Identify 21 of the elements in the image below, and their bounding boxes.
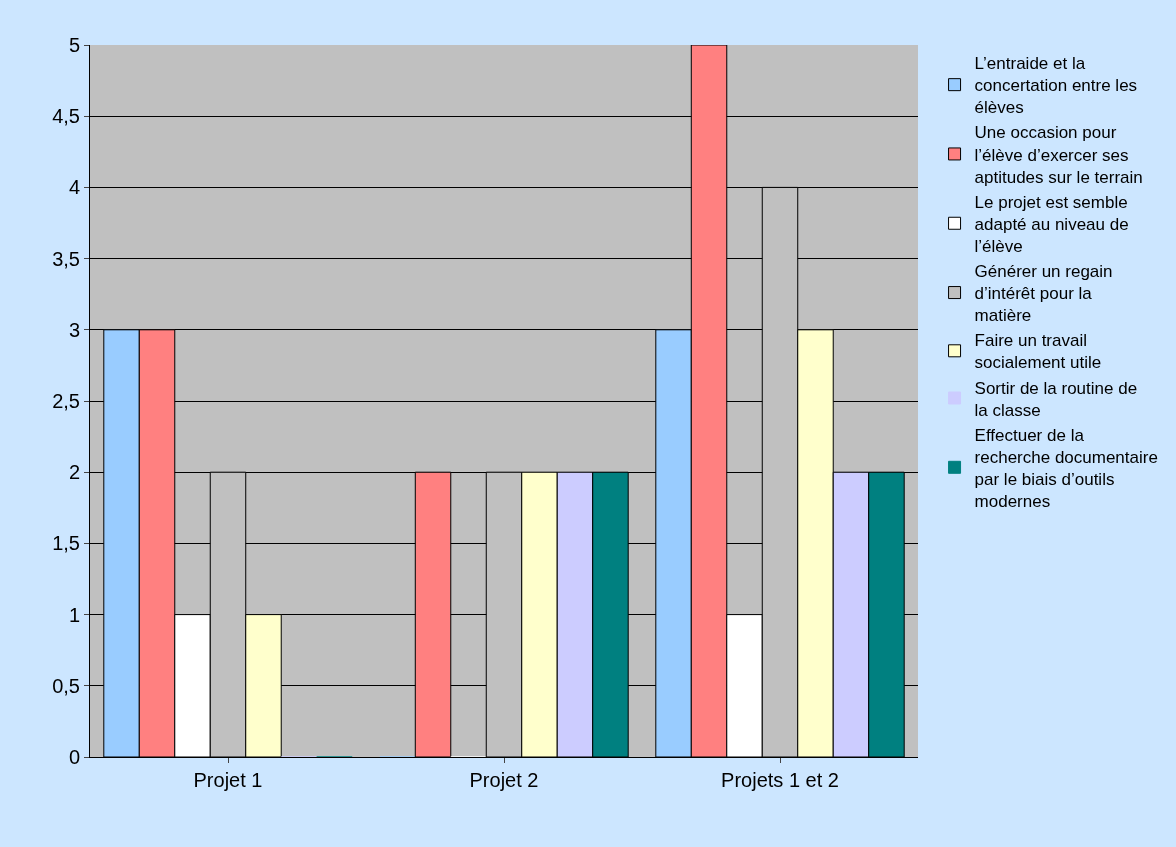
legend-label: Effectuer de la recherche documentaire par le biais d’outils modernes (974, 425, 1158, 512)
y-tick-label: 3,5 (52, 247, 80, 270)
x-tick-label: Projets 1 et 2 (721, 769, 839, 791)
legend-label: Faire un travail socialement utile (974, 331, 1102, 373)
legend-label: Le projet est semble adapté au niveau de l’élève (974, 192, 1129, 256)
x-tick-label: Projet 2 (469, 769, 539, 791)
y-tick-label: 2 (68, 461, 80, 484)
y-tick-label: 0,5 (52, 674, 80, 697)
y-tick-label: 5 (68, 34, 80, 56)
legend-label: Générer un regain d’intérêt pour la matière (974, 262, 1113, 326)
x-tick-label: Projet 1 (193, 769, 263, 791)
legend-label: Sortir de la routine de la classe (974, 378, 1138, 420)
y-tick-label: 0 (68, 746, 80, 768)
y-tick-label: 1,5 (52, 532, 80, 555)
y-tick-label: 3 (68, 318, 80, 341)
y-tick-label: 2,5 (52, 390, 80, 412)
legend-label: Une occasion pour l’élève d’exercer ses aptitudes sur le terrain (974, 123, 1143, 187)
y-tick-label: 4 (68, 176, 80, 199)
legend-label: L’entraide et la concertation entre les élèves (974, 54, 1138, 118)
y-tick-label: 4,5 (52, 105, 80, 128)
y-tick-label: 1 (68, 603, 80, 626)
